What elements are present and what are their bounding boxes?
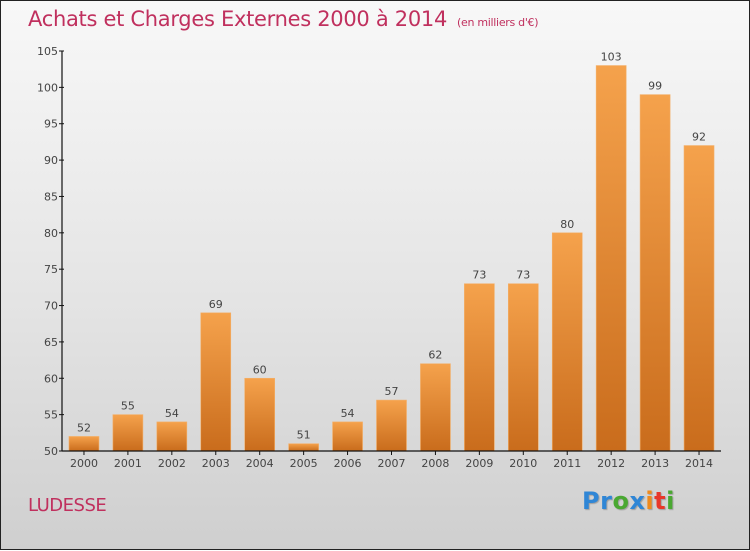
x-tick-label-2001: 2001 <box>114 457 142 470</box>
data-label-2006: 54 <box>341 407 355 420</box>
x-tick-label-2011: 2011 <box>553 457 581 470</box>
data-label-2009: 73 <box>472 269 486 282</box>
bar-2000 <box>68 436 100 452</box>
data-labels-group: 52 55 54 69 60 51 54 57 62 73 73 80 103 99 92 <box>77 51 706 442</box>
logo-letter: i <box>645 487 655 515</box>
data-label-2011: 80 <box>560 218 574 231</box>
data-label-2001: 55 <box>121 400 135 413</box>
y-tick-label-50: 50 <box>44 445 58 458</box>
x-tick-label-2005: 2005 <box>290 457 318 470</box>
x-tick-label-2012: 2012 <box>597 457 625 470</box>
data-label-2014: 92 <box>692 131 706 144</box>
bar-2012 <box>595 65 627 452</box>
y-tick-label-75: 75 <box>44 263 58 276</box>
data-label-2010: 73 <box>516 269 530 282</box>
x-tick-label-2006: 2006 <box>334 457 362 470</box>
bar-2002 <box>156 421 188 452</box>
x-tick-label-2003: 2003 <box>202 457 230 470</box>
bar-2009 <box>464 283 495 452</box>
commune-name: LUDESSE <box>28 495 107 516</box>
x-tick-label-2013: 2013 <box>641 457 669 470</box>
bar-2014 <box>683 145 715 452</box>
data-label-2007: 57 <box>385 385 399 398</box>
x-tick-label-2008: 2008 <box>421 457 449 470</box>
x-axis: 2000 2001 2002 2003 2004 2005 2006 2007 2008 2009… <box>62 450 721 470</box>
y-tick-label-65: 65 <box>44 336 58 349</box>
bars-group <box>68 65 715 452</box>
chart-unit-label: (en milliers d'€) <box>457 16 539 29</box>
y-tick-label-70: 70 <box>44 300 58 313</box>
data-label-2005: 51 <box>297 429 311 442</box>
data-label-2008: 62 <box>428 349 442 362</box>
x-tick-label-2010: 2010 <box>509 457 537 470</box>
data-label-2003: 69 <box>209 298 223 311</box>
x-tick-label-2009: 2009 <box>465 457 493 470</box>
y-tick-label-55: 55 <box>44 409 58 422</box>
data-label-2013: 99 <box>648 80 662 93</box>
data-label-2004: 60 <box>253 363 267 376</box>
chart-title-text: Achats et Charges Externes 2000 à 2014 <box>28 7 448 31</box>
y-tick-label-105: 105 <box>37 45 58 58</box>
chart-title: Achats et Charges Externes 2000 à 2014 (e… <box>28 7 539 31</box>
x-tick-label-2004: 2004 <box>246 457 274 470</box>
logo-letter: t <box>654 487 667 515</box>
logo-letter: P <box>582 487 601 515</box>
logo-letter: o <box>612 487 630 515</box>
y-tick-label-80: 80 <box>44 227 58 240</box>
bar-2005 <box>288 443 319 452</box>
x-tick-label-2002: 2002 <box>158 457 186 470</box>
data-label-2012: 103 <box>601 51 622 64</box>
bar-2011 <box>551 232 583 452</box>
y-tick-label-100: 100 <box>37 81 58 94</box>
logo-letter: x <box>629 487 646 515</box>
bar-2010 <box>507 283 539 452</box>
proxiti-logo: Proxiti <box>582 487 675 515</box>
bar-2013 <box>639 94 671 452</box>
y-tick-label-90: 90 <box>44 154 58 167</box>
bar-2003 <box>200 312 232 452</box>
y-tick-label-60: 60 <box>44 372 58 385</box>
bar-2008 <box>420 363 451 452</box>
x-tick-label-2014: 2014 <box>685 457 713 470</box>
y-axis: 50 55 60 65 70 75 80 85 90 95 100 105 <box>37 45 64 458</box>
bar-2004 <box>244 377 275 452</box>
y-tick-label-95: 95 <box>44 118 58 131</box>
x-tick-label-2007: 2007 <box>378 457 406 470</box>
bar-2001 <box>112 414 144 452</box>
data-label-2002: 54 <box>165 407 179 420</box>
logo-letter: r <box>600 487 613 515</box>
y-tick-label-85: 85 <box>44 190 58 203</box>
x-tick-label-2000: 2000 <box>70 457 98 470</box>
bar-2006 <box>332 421 363 452</box>
data-label-2000: 52 <box>77 421 91 434</box>
logo-letter: i <box>666 487 675 515</box>
bar-2007 <box>376 399 407 452</box>
